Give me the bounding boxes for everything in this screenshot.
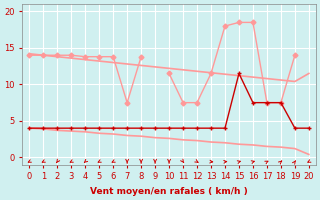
- X-axis label: Vent moyen/en rafales ( km/h ): Vent moyen/en rafales ( km/h ): [90, 187, 248, 196]
